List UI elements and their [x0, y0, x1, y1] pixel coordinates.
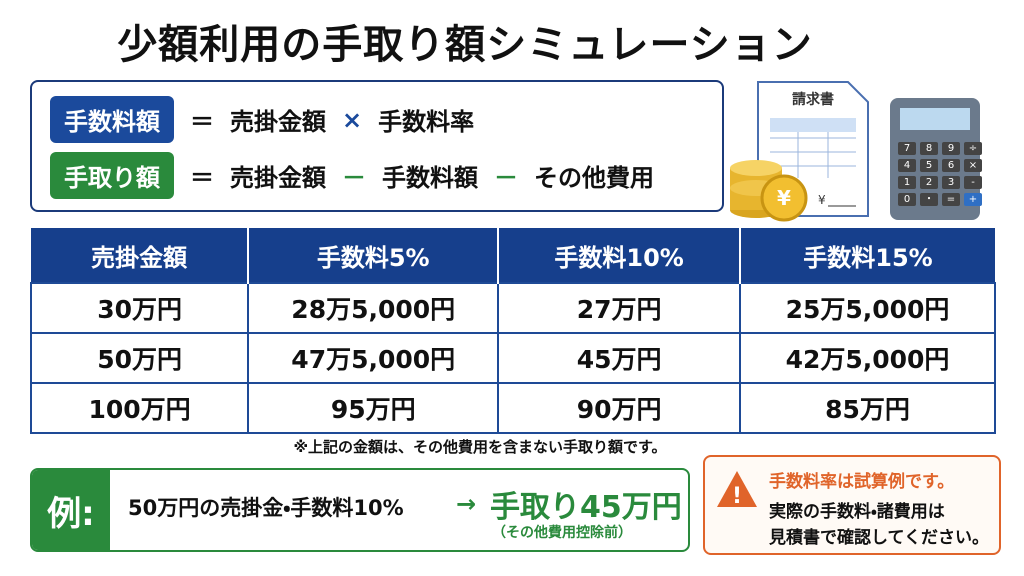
- example-box: 例: 50万円の売掛金・手数料10% → 手取り45万円 （その他費用控除前）: [30, 468, 690, 552]
- title: 少額利用の手取り額シミュレーション: [117, 22, 813, 68]
- table-cell: 95万円: [247, 382, 500, 434]
- table-row: 100万円 95万円 90万円 85万円: [29, 382, 996, 434]
- table-cell: 50万円: [29, 332, 250, 384]
- table-cell: 27万円: [497, 282, 742, 334]
- table-row: 30万円 28万5,000円 27万円 25万5,000円: [29, 282, 996, 334]
- operator: ＝: [190, 164, 214, 192]
- operator: ×: [342, 105, 363, 134]
- calculator-key: =: [942, 193, 960, 206]
- example-label: 例:: [32, 470, 110, 550]
- term: その他費用: [534, 164, 654, 192]
- invoice-band: [770, 118, 856, 132]
- calculator-key: -: [964, 176, 982, 189]
- calculator-key: 0: [898, 193, 916, 206]
- calculator-key: 9: [942, 142, 960, 155]
- table-cell: 25万5,000円: [739, 282, 996, 334]
- calculator-key: 5: [920, 159, 938, 172]
- operator: －: [342, 164, 366, 192]
- formula-label: 手取り額: [50, 152, 174, 199]
- column-header: 手数料5%: [248, 228, 500, 283]
- column-header: 手数料10%: [498, 228, 742, 283]
- example-text: 50万円の売掛金・手数料10%: [128, 496, 404, 520]
- warning-line: 実際の手数料・諸費用は: [769, 502, 945, 522]
- coin-symbol: ¥: [777, 186, 791, 210]
- calculator-key: 4: [898, 159, 916, 172]
- warning-icon: !: [717, 471, 757, 509]
- calculator-key: ・: [920, 193, 938, 206]
- coins: [730, 160, 808, 222]
- term: 手数料率: [378, 108, 475, 136]
- formula-row: 手数料額 ＝ 売掛金額 × 手数料率: [50, 96, 474, 143]
- example-arrow: →: [456, 490, 477, 518]
- invoice-yen: ¥: [818, 193, 826, 207]
- warning-line: 見積書で確認してください。: [769, 528, 989, 548]
- table-body: 30万円 28万5,000円 27万円 25万5,000円 50万円 47万5,000円 4…: [29, 282, 996, 434]
- calculator-key: ÷: [964, 142, 982, 155]
- calculator-key: 2: [920, 176, 938, 189]
- table-cell: 42万5,000円: [739, 332, 996, 384]
- table-cell: 45万円: [497, 332, 742, 384]
- example-result: 手取り45万円: [490, 490, 682, 525]
- note: ※上記の金額は、その他費用を含まない手取り額です。: [293, 438, 667, 456]
- formula-row: 手取り額 ＝ 売掛金額 － 手数料額 － その他費用: [50, 152, 654, 199]
- table-header: 売掛金額 手数料5% 手数料10% 手数料15%: [31, 228, 995, 283]
- warning-box: ! 手数料率は試算例です。 実際の手数料・諸費用は 見積書で確認してください。: [703, 455, 1001, 555]
- column-header: 手数料15%: [740, 228, 995, 283]
- table: 売掛金額 手数料5% 手数料10% 手数料15% 30万円 28万5,000円 27万円 2…: [29, 228, 996, 434]
- table-cell: 30万円: [29, 282, 250, 334]
- column-header: 売掛金額: [31, 228, 250, 283]
- warning-title: 手数料率は試算例です。: [769, 472, 955, 492]
- table-cell: 28万5,000円: [247, 282, 500, 334]
- calculator-display: [900, 108, 970, 130]
- term: 売掛金額: [230, 108, 326, 136]
- warning-mark: !: [732, 484, 742, 509]
- calculator-key: 1: [898, 176, 916, 189]
- calculator-key: 7: [898, 142, 916, 155]
- invoice-grid: [770, 132, 856, 178]
- term: 手数料額: [382, 164, 478, 192]
- table-row: 50万円 47万5,000円 45万円 42万5,000円: [29, 332, 996, 384]
- calculator-keys: 7 8 9 ÷ 4 5 6 × 1 2 3- 0 ・ = +: [898, 142, 982, 206]
- calculator-key: +: [964, 193, 982, 206]
- formula-label: 手数料額: [50, 96, 174, 143]
- calculator-key: ×: [964, 159, 982, 172]
- formula-box: 手数料額 ＝ 売掛金額 × 手数料率 手取り額 ＝ 売掛金額 － 手数料額 － …: [30, 80, 724, 212]
- calculator-key: 6: [942, 159, 960, 172]
- example-sub: （その他費用控除前）: [492, 525, 632, 541]
- invoice-title: 請求書: [792, 91, 834, 108]
- table-cell: 85万円: [739, 382, 996, 434]
- calculator-key: 8: [920, 142, 938, 155]
- table-cell: 90万円: [497, 382, 742, 434]
- table-cell: 100万円: [29, 382, 250, 434]
- calculator-key: 3: [942, 176, 960, 189]
- operator: －: [494, 164, 518, 192]
- operator: ＝: [190, 108, 214, 136]
- term: 売掛金額: [230, 164, 326, 192]
- table-cell: 47万5,000円: [247, 332, 500, 384]
